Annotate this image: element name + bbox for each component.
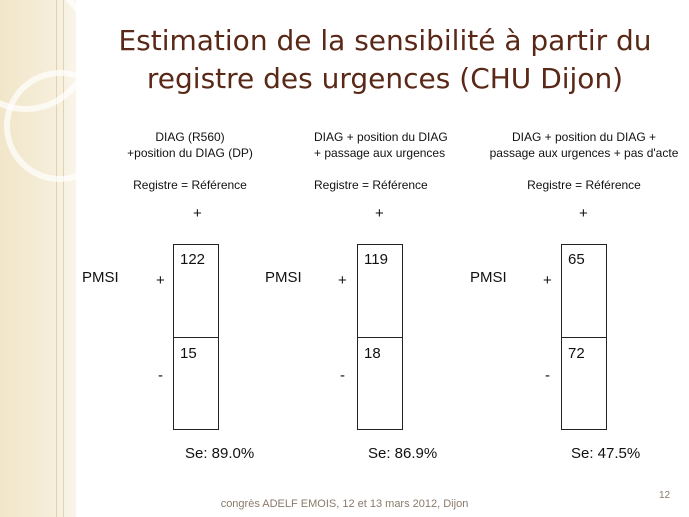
cell-false-negative: 18 — [364, 345, 381, 362]
cell-true-positive: 119 — [364, 251, 388, 268]
pmsi-label: PMSI — [470, 269, 507, 286]
pmsi-minus-sign: - — [340, 367, 345, 384]
table-header-line: DIAG + position du DIAG — [314, 130, 448, 144]
pmsi-label: PMSI — [82, 269, 119, 286]
pmsi-minus-sign: - — [158, 367, 163, 384]
band-stripe — [56, 0, 57, 517]
reference-plus: + — [375, 205, 384, 222]
band-stripe — [63, 0, 64, 517]
table-header-line: DIAG + position du DIAG + — [511, 130, 657, 144]
cell-divider — [562, 337, 606, 338]
pmsi-plus-sign: + — [543, 272, 552, 289]
sensitivity-label: Se: 86.9% — [368, 445, 438, 462]
decorative-side-band — [0, 0, 76, 517]
table-cells: 122 15 — [173, 244, 219, 430]
reference-plus: + — [193, 205, 202, 222]
pmsi-minus-sign: - — [545, 367, 550, 384]
reference-label: Registre = Référence — [314, 178, 428, 192]
pmsi-plus-sign: + — [156, 272, 165, 289]
pmsi-plus-sign: + — [338, 272, 347, 289]
cell-divider — [174, 337, 218, 338]
table-cells: 119 18 — [357, 244, 403, 430]
table-header-line: + passage aux urgences — [314, 146, 446, 160]
cell-false-negative: 15 — [180, 345, 197, 362]
sensitivity-label: Se: 47.5% — [571, 445, 641, 462]
slide-title: Estimation de la sensibilité à partir du… — [90, 22, 680, 98]
title-line: Estimation de la sensibilité à partir du — [118, 24, 652, 57]
cell-false-negative: 72 — [568, 345, 585, 362]
slide-footer: congrès ADELF EMOIS, 12 et 13 mars 2012,… — [220, 498, 469, 510]
pmsi-label: PMSI — [265, 269, 302, 286]
title-line: registre des urgences (CHU Dijon) — [146, 62, 624, 95]
cell-divider — [358, 337, 402, 338]
table-header-line: passage aux urgences + pas d'acte — [489, 146, 679, 160]
cell-true-positive: 122 — [180, 251, 206, 268]
cell-true-positive: 65 — [568, 251, 585, 268]
sensitivity-label: Se: 89.0% — [185, 445, 255, 462]
page-number: 12 — [659, 490, 671, 501]
table-header-line: DIAG (R560) — [155, 130, 225, 144]
reference-label: Registre = Référence — [527, 178, 641, 192]
reference-label: Registre = Référence — [133, 178, 247, 192]
table-header-line: +position du DIAG (DP) — [127, 146, 253, 160]
reference-plus: + — [579, 205, 588, 222]
table-cells: 65 72 — [561, 244, 607, 430]
